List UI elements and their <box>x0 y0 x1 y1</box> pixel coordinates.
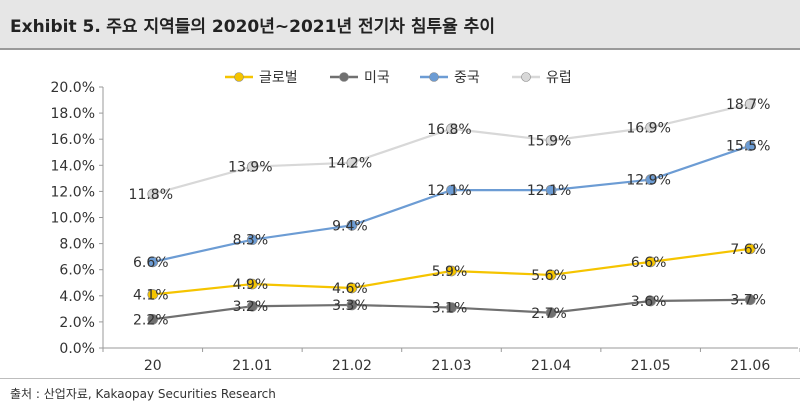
series-point <box>346 299 358 311</box>
data-label: 7.6% <box>730 242 766 258</box>
data-label: 12.9% <box>626 173 670 189</box>
legend-marker <box>339 72 349 82</box>
data-label: 9.4% <box>332 218 368 234</box>
series-point <box>346 157 358 169</box>
data-label: 4.9% <box>233 277 269 293</box>
data-label: 3.1% <box>432 301 468 317</box>
legend-marker <box>521 72 531 82</box>
data-label: 5.6% <box>531 268 567 284</box>
legend-label: 글로벌 <box>259 70 298 86</box>
x-tick-label: 21.03 <box>431 358 471 374</box>
x-tick-label: 21.06 <box>730 358 770 374</box>
x-tick-label: 21.04 <box>531 358 571 374</box>
series-point <box>446 265 457 277</box>
legend-marker <box>429 72 439 82</box>
series-point <box>247 161 258 172</box>
series-point <box>744 140 756 152</box>
chart-axes: 0.0% 2.0% 4.0% 6.0% 8.0% 10.0% 12.0% 14.0% 16.0%… <box>51 80 800 374</box>
x-tick-label: 21.02 <box>332 358 372 374</box>
x-tick-label: 20 <box>144 358 162 374</box>
y-tick-label: 20.0% <box>51 80 95 96</box>
data-label: 18.7% <box>726 97 770 113</box>
data-label: 5.9% <box>432 264 468 280</box>
data-label: 2.7% <box>531 306 567 322</box>
series-point <box>645 174 656 186</box>
data-label: 6.6% <box>133 255 169 271</box>
series-point <box>147 256 159 268</box>
data-label: 14.2% <box>328 156 372 172</box>
title-bar: Exhibit 5. 주요 지역들의 2020년~2021년 전기차 침투율 추… <box>0 0 800 50</box>
x-tick-label: 21.05 <box>631 358 671 374</box>
series-point <box>545 307 557 319</box>
data-label: 13.9% <box>228 160 272 176</box>
exhibit-number: Exhibit 5. <box>10 17 101 37</box>
series-point <box>346 282 358 294</box>
series-point <box>247 300 258 312</box>
series-point <box>147 289 159 300</box>
data-label: 3.3% <box>332 298 368 314</box>
data-label: 3.2% <box>233 299 269 315</box>
chart-series <box>147 98 756 325</box>
data-label: 12.1% <box>527 183 571 199</box>
legend-label: 미국 <box>364 70 390 86</box>
y-tick-label: 2.0% <box>59 315 95 331</box>
legend-marker <box>234 72 244 82</box>
legend-label: 중국 <box>454 70 480 86</box>
data-label: 16.9% <box>626 120 670 136</box>
data-label: 3.6% <box>631 294 667 310</box>
series-point <box>545 184 557 196</box>
series-point <box>645 256 656 268</box>
data-label: 3.7% <box>730 293 766 309</box>
series-point <box>645 295 656 307</box>
chart-data-labels: 11.8% 13.9% 14.2% 16.8% 15.9% 16.9% 18.7% 6.6% 8… <box>129 97 771 328</box>
series-point <box>744 294 756 306</box>
series-point <box>446 123 457 135</box>
data-label: 12.1% <box>427 183 471 199</box>
y-tick-label: 14.0% <box>51 158 95 174</box>
series-point <box>545 135 557 146</box>
y-tick-label: 18.0% <box>51 106 95 122</box>
y-tick-label: 0.0% <box>59 341 95 357</box>
data-label: 11.8% <box>129 187 173 203</box>
data-label: 6.6% <box>631 255 667 271</box>
data-label: 8.3% <box>233 233 269 249</box>
series-point <box>247 234 258 246</box>
legend-label: 유럽 <box>546 70 572 86</box>
y-tick-label: 8.0% <box>59 237 95 253</box>
source-note: 출처 : 산업자료, Kakaopay Securities Research <box>10 387 276 401</box>
data-label: 4.1% <box>133 287 169 303</box>
series-point <box>247 278 258 290</box>
series-point <box>744 243 756 255</box>
page-title: Exhibit 5. 주요 지역들의 2020년~2021년 전기차 침투율 추… <box>10 12 495 37</box>
y-tick-label: 16.0% <box>51 132 95 148</box>
series-point <box>446 302 457 313</box>
series-point <box>147 313 159 325</box>
data-label: 2.2% <box>133 312 169 328</box>
data-label: 16.8% <box>427 122 471 138</box>
data-label: 15.9% <box>527 134 571 150</box>
source-divider <box>0 378 800 379</box>
y-tick-label: 10.0% <box>51 211 95 227</box>
line-chart: 0.0% 2.0% 4.0% 6.0% 8.0% 10.0% 12.0% 14.0% 16.0%… <box>51 70 800 374</box>
y-tick-label: 6.0% <box>59 263 95 279</box>
series-point <box>545 269 557 281</box>
series-point <box>645 122 656 133</box>
series-point <box>147 188 159 200</box>
y-tick-label: 4.0% <box>59 289 95 305</box>
chart-legend: 글로벌 미국 중국 유럽 <box>225 70 572 86</box>
data-label: 15.5% <box>726 139 770 155</box>
exhibit-title: 주요 지역들의 2020년~2021년 전기차 침투율 추이 <box>106 17 495 37</box>
series-point <box>446 184 457 196</box>
x-tick-label: 21.01 <box>232 358 272 374</box>
series-point <box>744 98 756 110</box>
y-tick-label: 12.0% <box>51 184 95 200</box>
series-point <box>346 219 358 231</box>
data-label: 4.6% <box>332 281 368 297</box>
